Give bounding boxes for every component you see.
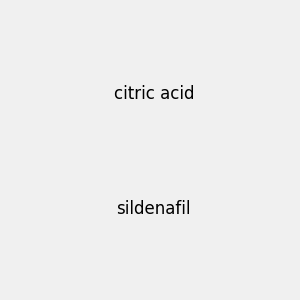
Text: sildenafil: sildenafil — [116, 200, 191, 218]
Text: citric acid: citric acid — [113, 85, 194, 103]
